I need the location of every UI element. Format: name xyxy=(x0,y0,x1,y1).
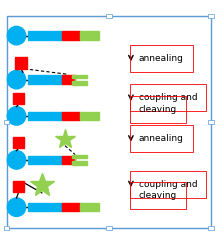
Bar xyxy=(62,203,80,211)
Circle shape xyxy=(7,70,26,89)
Bar xyxy=(209,14,214,18)
Bar xyxy=(28,75,62,84)
Bar xyxy=(209,120,214,124)
Bar xyxy=(28,31,62,40)
Bar xyxy=(62,156,75,164)
Circle shape xyxy=(7,107,26,125)
Text: coupling and: coupling and xyxy=(139,93,197,102)
Text: coupling and: coupling and xyxy=(139,180,197,189)
Bar xyxy=(106,226,112,230)
Bar xyxy=(4,120,9,124)
Bar xyxy=(15,57,27,69)
Bar xyxy=(62,112,80,120)
Circle shape xyxy=(7,198,26,216)
Bar xyxy=(80,112,99,120)
Bar xyxy=(62,75,75,84)
Bar xyxy=(28,203,62,211)
Bar xyxy=(209,226,214,230)
Bar xyxy=(80,203,99,211)
Bar xyxy=(106,14,112,18)
Bar xyxy=(4,226,9,230)
Bar xyxy=(80,31,99,40)
Bar xyxy=(72,74,87,78)
Bar xyxy=(72,81,87,85)
Text: annealing: annealing xyxy=(139,134,183,143)
Circle shape xyxy=(7,151,26,169)
Bar xyxy=(28,156,62,164)
Text: annealing: annealing xyxy=(139,54,183,63)
Bar xyxy=(28,112,62,120)
Bar xyxy=(72,155,87,158)
Text: cleaving: cleaving xyxy=(139,105,177,114)
Bar xyxy=(72,161,87,165)
Circle shape xyxy=(7,26,26,45)
Bar xyxy=(13,181,24,192)
Text: cleaving: cleaving xyxy=(139,191,177,200)
Bar xyxy=(13,93,24,104)
Bar xyxy=(13,136,24,148)
Bar xyxy=(62,31,80,40)
